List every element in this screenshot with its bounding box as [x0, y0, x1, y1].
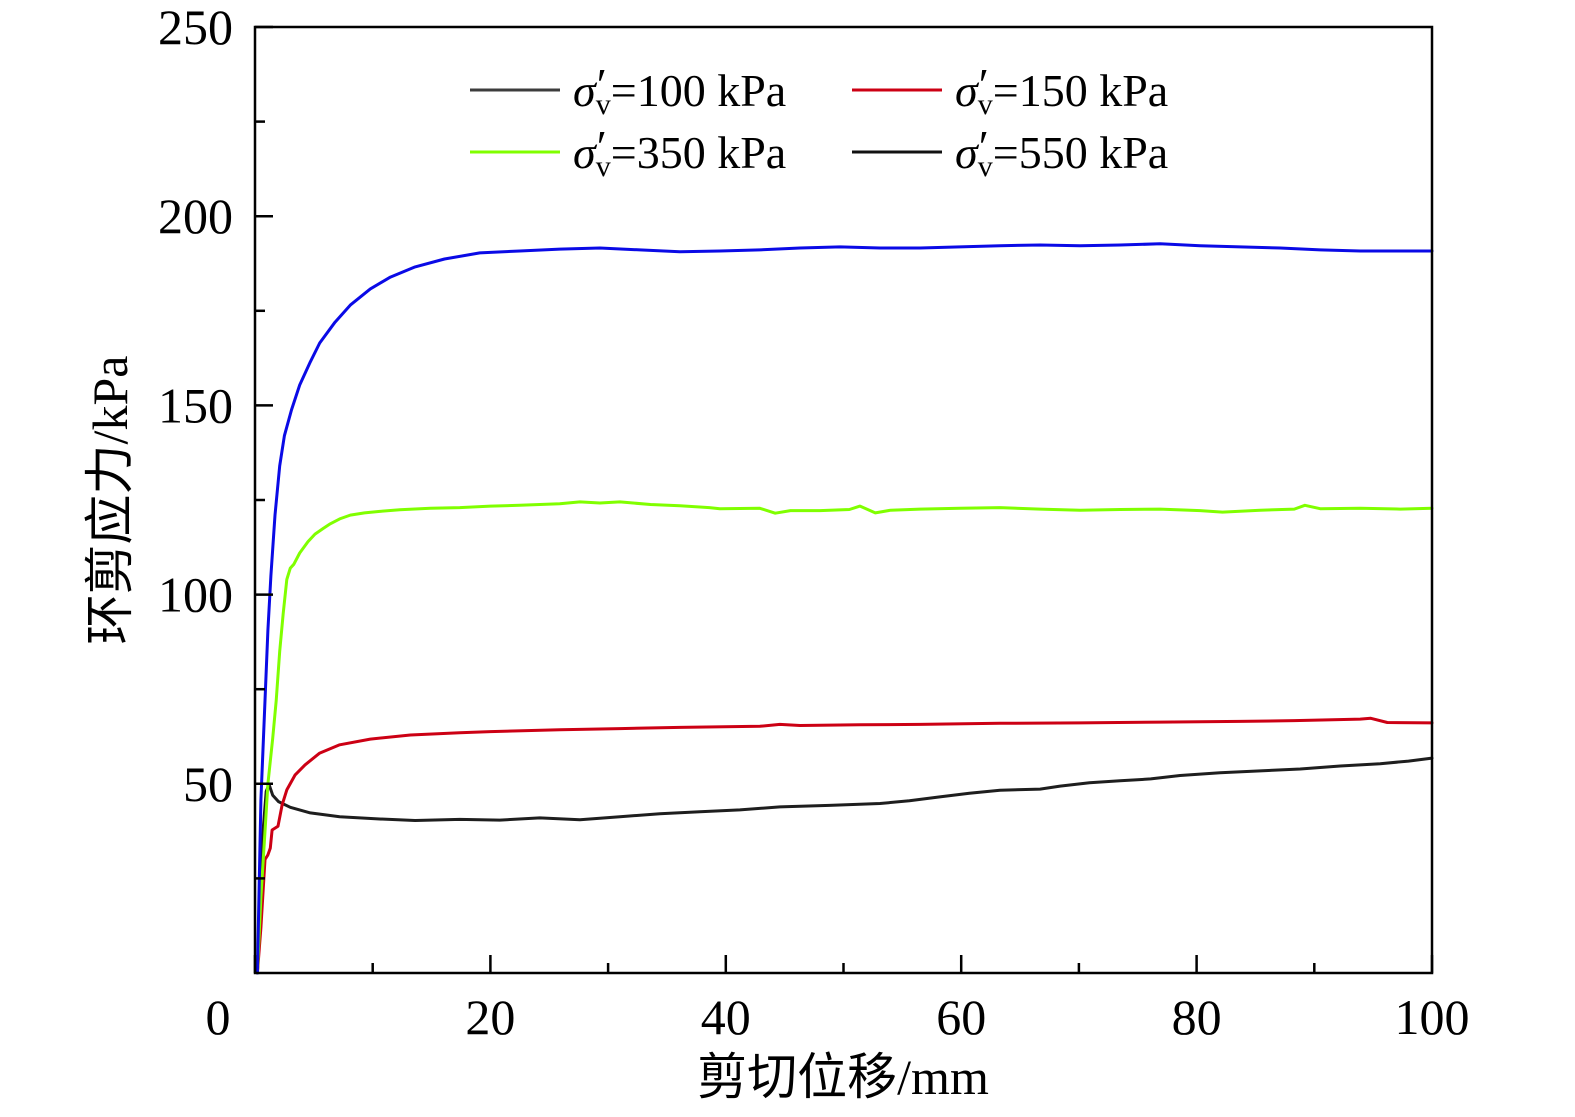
x-tick-label: 20 [465, 989, 515, 1045]
series-layer [255, 242, 1434, 975]
y-tick-label: 250 [158, 0, 233, 55]
legend-label-1: σ′v=100 kPa [573, 59, 786, 121]
y-tick-label: 100 [158, 567, 233, 623]
x-tick-label: 80 [1172, 989, 1222, 1045]
x-tick-label: 60 [936, 989, 986, 1045]
legend-label-3: σ′v=350 kPa [573, 121, 786, 183]
series-line-2 [255, 716, 1434, 975]
series-line-3 [255, 500, 1434, 975]
y-axis-title: 环剪应力/kPa [82, 356, 138, 645]
y-tick-label: 200 [158, 188, 233, 244]
axis-ticks: 0 20 40 60 80 100 50 100 150 200 250 [158, 0, 1470, 1045]
x-axis-title: 剪切位移/mm [697, 1049, 989, 1105]
series-line-1 [255, 756, 1434, 975]
legend: σ′v=100 kPa σ′v=150 kPa σ′v=350 kPa σ′v=550… [470, 59, 1168, 183]
y-tick-label: 150 [158, 377, 233, 433]
x-tick-label: 0 [206, 989, 231, 1045]
y-tick-label: 50 [183, 756, 233, 812]
x-tick-label: 100 [1395, 989, 1470, 1045]
legend-label-4: σ′v=550 kPa [955, 121, 1168, 183]
x-tick-label: 40 [701, 989, 751, 1045]
series-line-4 [255, 242, 1434, 975]
legend-label-2: σ′v=150 kPa [955, 59, 1168, 121]
